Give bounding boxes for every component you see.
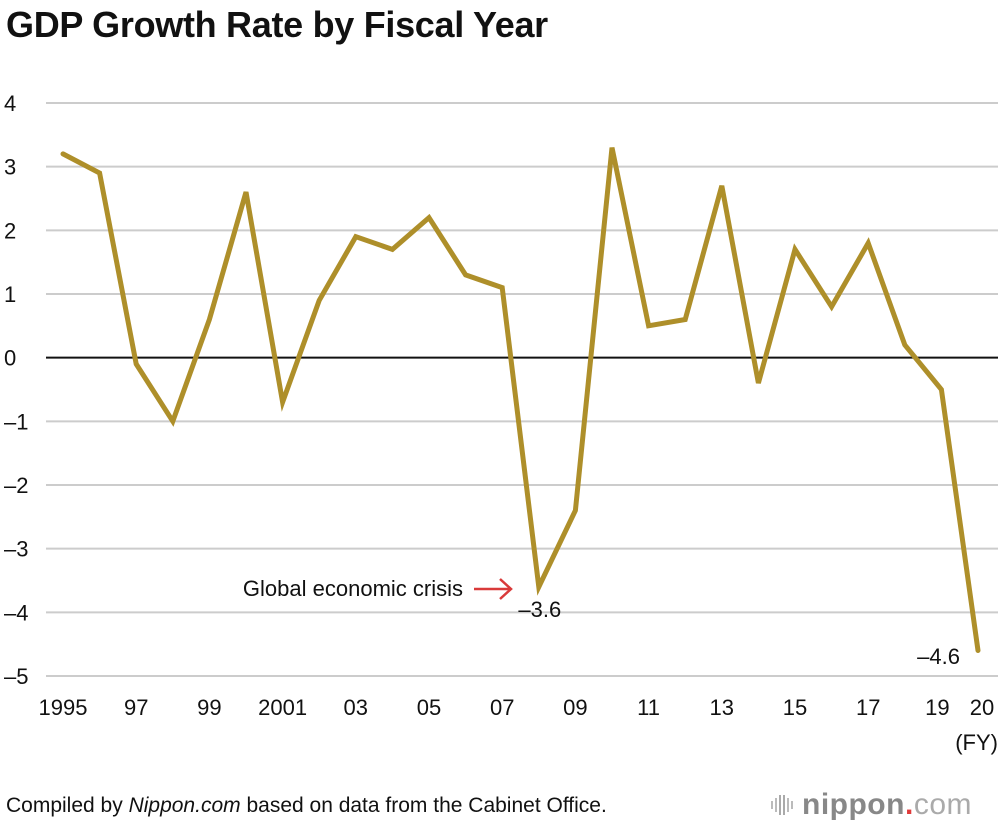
x-tick-label: 07 <box>490 695 514 720</box>
y-tick-label: –2 <box>4 473 28 498</box>
annotation-crisis-label: Global economic crisis <box>243 576 463 601</box>
y-tick-label: –5 <box>4 664 28 689</box>
x-tick-label: 13 <box>710 695 734 720</box>
x-tick-label: 20 <box>970 695 994 720</box>
x-tick-label: 03 <box>344 695 368 720</box>
y-tick-label: 4 <box>4 91 16 116</box>
nippon-logo: nippon. com <box>770 788 972 822</box>
x-axis-unit-label: (FY) <box>955 730 998 755</box>
data-label-2020: –4.6 <box>917 644 960 669</box>
x-tick-label: 2001 <box>258 695 307 720</box>
logo-dot: . <box>904 788 914 821</box>
y-tick-label: 1 <box>4 282 16 307</box>
x-tick-label: 1995 <box>39 695 88 720</box>
arrow-head-icon <box>499 578 513 600</box>
chart-title: GDP Growth Rate by Fiscal Year <box>6 4 548 45</box>
y-tick-label: –3 <box>4 537 28 562</box>
source-note: Compiled by Nippon.com based on data fro… <box>6 794 607 818</box>
line-chart: 4 3 2 1 0 –1 –2 –3 –4 –5 1995 97 99 2001 03 05 07 09 11 13 1… <box>4 91 998 755</box>
x-tick-label: 05 <box>417 695 441 720</box>
data-label-2008: –3.6 <box>518 597 561 622</box>
x-tick-label: 19 <box>925 695 949 720</box>
source-prefix: Compiled by <box>6 794 129 817</box>
y-tick-label: –1 <box>4 409 28 434</box>
x-tick-label: 11 <box>637 695 660 720</box>
logo-main: nippon <box>802 788 905 821</box>
logo-com: com <box>913 788 972 821</box>
x-tick-label: 99 <box>197 695 221 720</box>
series-line-gdp <box>60 147 981 653</box>
y-tick-label: 2 <box>4 218 16 243</box>
y-tick-label: 0 <box>4 346 16 371</box>
x-tick-label: 97 <box>124 695 148 720</box>
sound-bars-icon <box>771 795 793 815</box>
x-tick-label: 17 <box>856 695 880 720</box>
source-suffix: based on data from the Cabinet Office. <box>240 794 607 817</box>
y-tick-label: 3 <box>4 155 16 180</box>
x-tick-label: 09 <box>563 695 587 720</box>
source-italic: Nippon.com <box>128 794 241 817</box>
y-tick-label: –4 <box>4 600 28 625</box>
x-tick-label: 15 <box>783 695 807 720</box>
